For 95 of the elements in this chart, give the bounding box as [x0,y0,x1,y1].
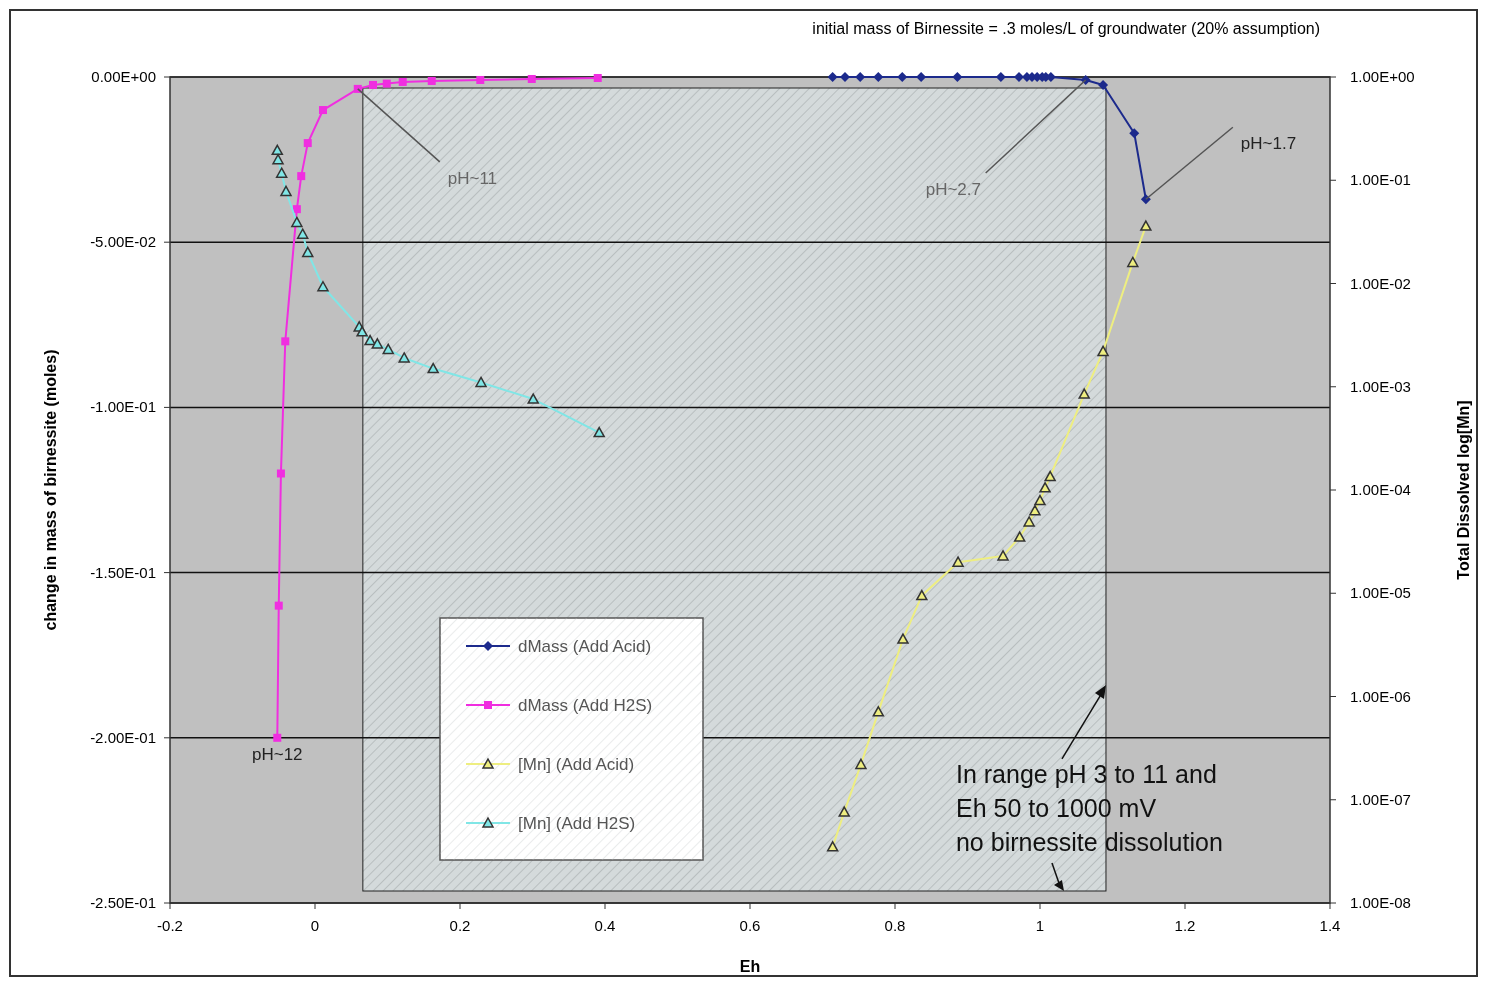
y-tick-label: -1.00E-01 [90,398,156,416]
annotation: pH~1.7 [1240,134,1297,154]
point [873,72,884,82]
point [280,185,292,197]
y2-tick-label: 1.00E-02 [1350,274,1411,292]
point [1129,128,1140,139]
point [1013,531,1026,542]
point [398,77,407,86]
point [371,338,384,349]
point [273,733,282,742]
point [1098,79,1109,90]
point [897,633,909,644]
point [1140,220,1152,231]
point [356,326,368,337]
point [382,343,394,355]
y2-tick-label: 1.00E-07 [1350,790,1411,808]
x-tick-label: 1 [1035,917,1045,934]
point [296,228,309,239]
point [1044,470,1056,482]
point [476,75,485,84]
point [1078,388,1090,399]
x-tick-label: 0.6 [739,917,761,934]
point [427,362,439,374]
point [398,352,410,363]
point [303,139,312,148]
point [952,72,963,82]
y2-tick-label: 1.00E-01 [1350,171,1411,189]
point [1034,494,1046,506]
point [1127,256,1139,268]
point [1029,504,1041,516]
x-tick-label: -0.2 [157,917,183,934]
point [281,337,290,346]
point [527,74,536,83]
y2-tick-label: 1.00E-08 [1350,894,1411,911]
x-tick-label: 1.4 [1319,917,1341,934]
point [276,469,285,478]
point [272,153,284,165]
point [827,72,838,82]
x-tick-label: 0 [310,917,320,934]
point [593,73,602,82]
annotation: pH~2.7 [925,179,981,199]
legend-label: [Mn] (Add H2S) [518,814,636,833]
point [1023,516,1035,527]
y2-tick-label: 1.00E-05 [1350,584,1411,602]
x-tick-label: 1.2 [1174,917,1196,934]
point [855,758,867,770]
y2-tick-label: 1.00E-06 [1350,687,1411,705]
point [291,216,303,228]
x-tick-label: 0.4 [594,917,616,934]
annotation: pH~12 [252,744,303,764]
y-tick-label: -5.00E-02 [90,233,156,251]
chart-title: initial mass of Birnessite = .3 moles/L of groundwater (20% assumption) [812,20,1320,37]
y2-axis-title: Total Dissolved log[Mn] [1455,400,1472,580]
point [1140,194,1151,205]
point [274,601,283,610]
legend-label: dMass (Add H2S) [518,696,653,715]
point [382,79,391,88]
y2-tick-label: 1.00E-03 [1350,377,1411,395]
point [838,806,850,817]
point [1039,482,1051,493]
point [527,393,539,404]
point [369,80,377,89]
point [872,706,885,717]
point [317,281,329,292]
x-tick-label: 0.2 [449,917,471,934]
point [318,106,327,115]
point [271,144,284,156]
point [292,205,301,214]
y2-tick-label: 1.00E+00 [1350,68,1415,85]
y-tick-label: 0.00E+00 [91,68,156,85]
y-tick-label: -1.50E-01 [90,563,156,581]
point [297,172,306,181]
point [952,556,964,567]
point [302,246,314,258]
point [1097,345,1109,357]
point [593,426,605,438]
annotation: In range pH 3 to 11 and Eh 50 to 1000 mV no birnessite dissolution [955,759,1223,856]
point [826,841,839,852]
x-axis-title: Eh [739,958,761,975]
point [916,589,928,601]
point [427,76,436,85]
annotation: pH~11 [447,168,498,188]
y-tick-label: -2.00E-01 [90,728,156,746]
legend-label: [Mn] (Add Acid) [518,755,635,774]
point [475,376,487,388]
legend-label: dMass (Add Acid) [518,637,652,656]
y-axis-title: change in mass of birnessite (moles) [42,349,59,631]
point [997,550,1009,561]
y-tick-label: -2.50E-01 [90,894,156,911]
point [897,72,908,82]
point [275,167,288,178]
y2-tick-label: 1.00E-04 [1350,481,1411,498]
x-tick-label: 0.8 [884,917,906,934]
point [1080,74,1091,85]
point [364,334,376,346]
